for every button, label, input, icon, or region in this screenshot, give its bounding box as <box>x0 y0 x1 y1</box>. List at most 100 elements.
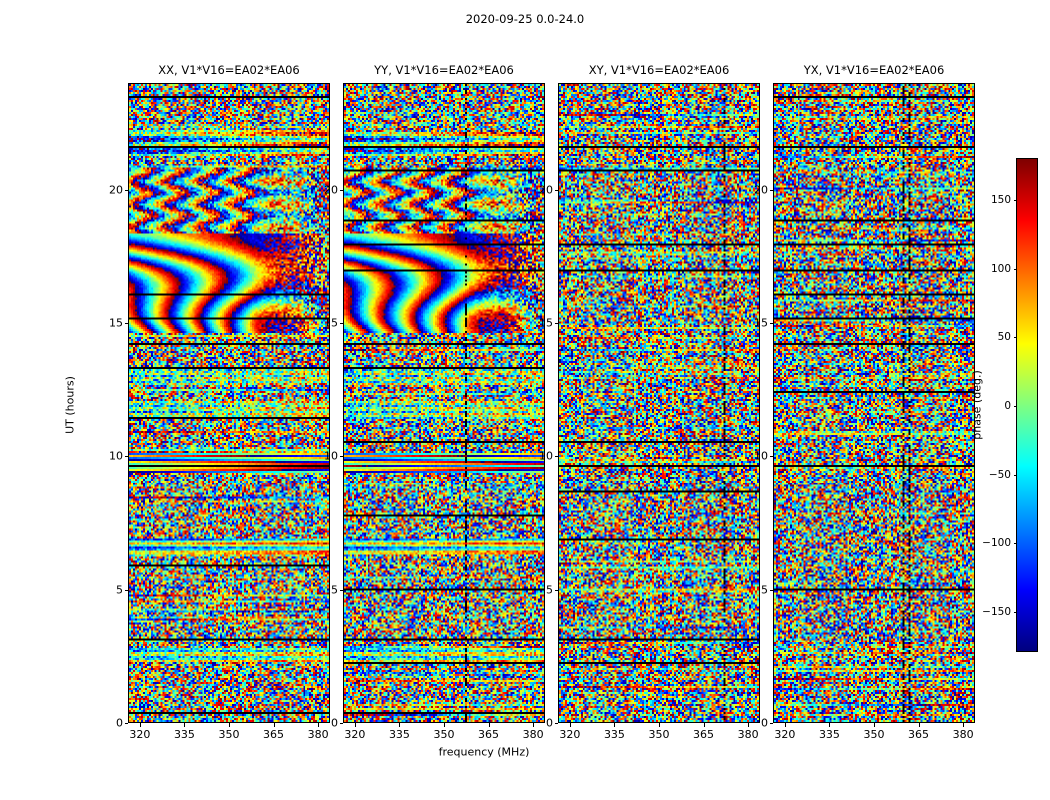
colorbar-tick-mark <box>1013 474 1017 476</box>
phase-waterfall-image <box>559 84 759 722</box>
plot-area <box>128 83 330 723</box>
colorbar-tick-label: −50 <box>988 468 1011 481</box>
panel-title: XY, V1*V16=EA02*EA06 <box>588 63 730 77</box>
y-tick-label: 10 <box>324 449 338 463</box>
colorbar-tick-label: −150 <box>982 605 1011 618</box>
plot-area <box>343 83 545 723</box>
x-tick-mark <box>354 723 356 727</box>
x-tick-mark <box>829 723 831 727</box>
y-tick-label: 15 <box>539 316 553 330</box>
x-tick-label: 365 <box>263 728 285 741</box>
y-tick-mark <box>554 456 558 458</box>
y-tick-mark <box>769 456 773 458</box>
y-tick-label: 20 <box>539 183 553 197</box>
x-tick-mark <box>918 723 920 727</box>
x-tick-mark <box>569 723 571 727</box>
x-tick-mark <box>533 723 535 727</box>
x-tick-label: 320 <box>344 728 366 741</box>
y-tick-label: 0 <box>546 716 553 730</box>
panel-yy: YY, V1*V16=EA02*EA06 0 5 10 15 20 320 335 350 365… <box>324 63 545 741</box>
y-tick-label: 20 <box>324 183 338 197</box>
panel-title: YY, V1*V16=EA02*EA06 <box>374 63 514 77</box>
y-tick-mark <box>339 323 343 324</box>
x-axis-label: frequency (MHz) <box>438 745 530 759</box>
y-tick-mark <box>124 589 128 591</box>
colorbar-tick-mark <box>1013 611 1017 613</box>
y-tick-mark <box>554 323 558 324</box>
colorbar-tick-label: 0 <box>1004 400 1011 412</box>
y-tick-mark <box>124 723 128 724</box>
plot-area <box>558 83 760 723</box>
y-tick-mark <box>769 189 773 191</box>
x-tick-mark <box>139 723 141 727</box>
x-tick-label: 320 <box>129 728 151 741</box>
y-tick-label: 15 <box>109 316 123 330</box>
x-tick-label: 320 <box>559 728 581 741</box>
x-tick-label: 380 <box>307 728 329 741</box>
plot-area <box>773 83 975 723</box>
x-tick-label: 380 <box>952 728 974 741</box>
colorbar-tick-label: 150 <box>990 194 1011 207</box>
x-tick-mark <box>273 723 275 727</box>
panel-title: XX, V1*V16=EA02*EA06 <box>158 63 300 77</box>
colorbar: 150 100 50 0 −50 −100 −150 <box>982 158 1038 652</box>
phase-waterfall-image <box>129 84 329 722</box>
x-tick-label: 350 <box>433 728 455 741</box>
x-tick-label: 320 <box>774 728 796 741</box>
x-tick-label: 350 <box>648 728 670 741</box>
y-tick-mark <box>769 323 773 324</box>
x-tick-label: 335 <box>603 728 625 741</box>
x-tick-mark <box>659 723 660 727</box>
x-tick-mark <box>614 723 616 727</box>
panel-yx: YX, V1*V16=EA02*EA06 0 5 10 15 20 320 335 350 365… <box>754 63 975 741</box>
phase-waterfall-image <box>344 84 544 722</box>
y-tick-mark <box>339 723 343 724</box>
y-tick-label: 20 <box>109 183 123 197</box>
x-tick-mark <box>874 723 875 727</box>
panel-xy: XY, V1*V16=EA02*EA06 0 5 10 15 20 320 335 350 365… <box>539 63 760 741</box>
colorbar-tick-label: 100 <box>990 262 1011 275</box>
x-tick-label: 380 <box>522 728 544 741</box>
colorbar-tick-mark <box>1013 200 1017 202</box>
x-tick-label: 380 <box>737 728 759 741</box>
y-tick-label: 0 <box>116 716 123 730</box>
panel-xx: XX, V1*V16=EA02*EA06 0 5 10 15 20 320 335 350 365… <box>109 63 330 741</box>
x-tick-mark <box>229 723 230 727</box>
y-tick-mark <box>124 323 128 324</box>
x-tick-mark <box>963 723 965 727</box>
x-tick-mark <box>399 723 401 727</box>
y-tick-label: 0 <box>331 716 338 730</box>
x-tick-label: 365 <box>693 728 715 741</box>
y-tick-mark <box>769 589 773 591</box>
y-tick-mark <box>339 456 343 458</box>
colorbar-tick-mark <box>1013 268 1017 270</box>
figure-suptitle: 2020-09-25 0.0-24.0 <box>465 12 585 26</box>
y-tick-mark <box>339 189 343 191</box>
x-tick-mark <box>703 723 705 727</box>
y-tick-label: 15 <box>754 316 768 330</box>
x-tick-label: 335 <box>388 728 410 741</box>
panel-title: YX, V1*V16=EA02*EA06 <box>803 63 945 77</box>
colorbar-tick-label: −100 <box>982 537 1011 550</box>
x-tick-label: 335 <box>173 728 195 741</box>
x-tick-label: 350 <box>218 728 240 741</box>
x-tick-mark <box>318 723 320 727</box>
colorbar-tick-mark <box>1013 337 1017 339</box>
colorbar-tick-label: 50 <box>997 331 1011 344</box>
y-tick-label: 0 <box>761 716 768 730</box>
y-tick-label: 20 <box>754 183 768 197</box>
y-tick-label: 10 <box>754 449 768 463</box>
colorbar-label: phase (deg.) <box>970 370 984 440</box>
y-tick-label: 5 <box>116 583 123 597</box>
y-tick-label: 5 <box>761 583 768 597</box>
y-tick-mark <box>124 456 128 458</box>
y-axis-label: UT (hours) <box>63 376 77 434</box>
x-tick-label: 350 <box>863 728 885 741</box>
x-tick-mark <box>184 723 186 727</box>
colorbar-tick-mark <box>1013 406 1017 407</box>
y-tick-label: 5 <box>331 583 338 597</box>
y-tick-mark <box>769 723 773 724</box>
y-tick-label: 15 <box>324 316 338 330</box>
x-tick-label: 365 <box>478 728 500 741</box>
